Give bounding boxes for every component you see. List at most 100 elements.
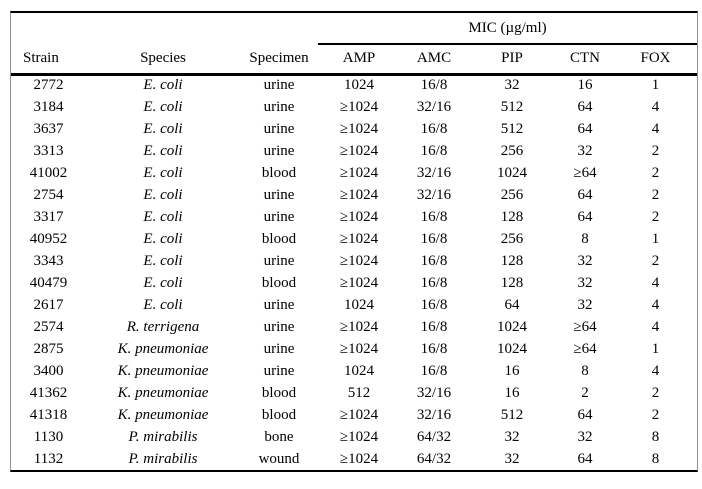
cell-amc: 32/16 [416, 164, 452, 181]
cell-species: E. coli [143, 252, 183, 269]
cell-ctn: 16 [577, 77, 593, 94]
cell-amc: 16/8 [420, 142, 448, 159]
table-body: 2772 E. coli urine 1024 16/8 32 16 1 3184 E. coli… [11, 74, 697, 470]
table-row: 3317 E. coli urine ≥1024 16/8 128 64 2 [11, 206, 697, 228]
cell-species: K. pneumoniae [117, 384, 209, 401]
cell-amp: ≥1024 [339, 186, 379, 203]
cell-fox: 1 [651, 230, 660, 247]
cell-species: E. coli [143, 142, 183, 159]
cell-fox: 4 [651, 274, 660, 291]
cell-pip: 1024 [497, 164, 527, 181]
cell-amp: ≥1024 [339, 406, 379, 423]
cell-ctn: 8 [581, 362, 589, 379]
cell-fox: 2 [651, 164, 660, 181]
cell-specimen: urine [263, 362, 295, 379]
cell-amp: ≥1024 [339, 252, 379, 269]
cell-pip: 128 [500, 252, 524, 269]
cell-amc: 16/8 [420, 340, 448, 357]
cell-specimen: blood [261, 274, 297, 291]
table-row: 41002 E. coli blood ≥1024 32/16 1024 ≥64 2 [11, 162, 697, 184]
cell-strain: 3184 [33, 98, 64, 115]
cell-species: E. coli [143, 98, 183, 115]
cell-strain: 3637 [33, 120, 64, 137]
table-row: 3400 K. pneumoniae urine 1024 16/8 16 8 4 [11, 360, 697, 382]
cell-specimen: urine [263, 318, 295, 335]
cell-strain: 1132 [33, 450, 64, 467]
cell-strain: 2875 [33, 340, 64, 357]
cell-amc: 16/8 [420, 208, 448, 225]
cell-ctn: ≥64 [573, 340, 597, 357]
cell-pip: 32 [504, 428, 520, 445]
cell-amc: 16/8 [420, 120, 448, 137]
cell-fox: 4 [651, 362, 660, 379]
cell-strain: 2617 [33, 296, 64, 313]
table-row: 3184 E. coli urine ≥1024 32/16 512 64 4 [11, 96, 697, 118]
cell-fox: 2 [651, 208, 660, 225]
table-row: 40479 E. coli blood ≥1024 16/8 128 32 4 [11, 272, 697, 294]
cell-pip: 128 [500, 208, 524, 225]
cell-ctn: 8 [581, 230, 589, 247]
cell-pip: 1024 [497, 340, 527, 357]
cell-pip: 512 [500, 98, 524, 115]
cell-strain: 1130 [33, 428, 64, 445]
cell-fox: 4 [651, 296, 660, 313]
cell-amc: 16/8 [420, 230, 448, 247]
cell-pip: 256 [500, 142, 524, 159]
cell-specimen: urine [263, 296, 295, 313]
cell-fox: 4 [651, 98, 660, 115]
cell-amc: 64/32 [416, 428, 452, 445]
cell-species: P. mirabilis [128, 450, 198, 467]
cell-ctn: 64 [577, 98, 593, 115]
col-header-pip: PIP [468, 44, 556, 76]
cell-strain: 2772 [33, 77, 64, 94]
cell-pip: 256 [500, 186, 524, 203]
cell-specimen: urine [263, 186, 295, 203]
cell-species: K. pneumoniae [117, 406, 209, 423]
cell-fox: 8 [651, 450, 660, 467]
cell-strain: 2754 [33, 186, 64, 203]
cell-ctn: 32 [577, 142, 593, 159]
cell-fox: 2 [651, 384, 660, 401]
col-header-ctn: CTN [556, 44, 614, 76]
cell-fox: 2 [651, 406, 660, 423]
table-row: 3637 E. coli urine ≥1024 16/8 512 64 4 [11, 118, 697, 140]
cell-species: R. terrigena [126, 318, 200, 335]
cell-amp: 1024 [344, 296, 374, 313]
cell-strain: 40952 [29, 230, 68, 247]
cell-amc: 16/8 [420, 362, 448, 379]
cell-ctn: 64 [577, 120, 593, 137]
cell-specimen: urine [263, 208, 295, 225]
cell-amp: ≥1024 [339, 164, 379, 181]
cell-amc: 16/8 [420, 252, 448, 269]
data-table: MIC (µg/ml) Strain Species Specimen AMP AMC P… [11, 13, 698, 470]
cell-pip: 512 [500, 406, 524, 423]
cell-species: K. pneumoniae [117, 362, 209, 379]
cell-amc: 64/32 [416, 450, 452, 467]
group-header-mic: MIC (µg/ml) [318, 13, 698, 45]
cell-pip: 32 [504, 450, 520, 467]
cell-amc: 32/16 [416, 186, 452, 203]
cell-ctn: 2 [581, 384, 589, 401]
col-header-strain: Strain [11, 44, 86, 76]
cell-fox: 2 [651, 252, 660, 269]
cell-amp: ≥1024 [339, 450, 379, 467]
cell-amp: ≥1024 [339, 428, 379, 445]
cell-species: E. coli [143, 230, 183, 247]
cell-amc: 16/8 [420, 274, 448, 291]
cell-ctn: ≥64 [573, 164, 597, 181]
cell-species: E. coli [143, 77, 183, 94]
cell-amc: 32/16 [416, 98, 452, 115]
cell-specimen: blood [261, 164, 297, 181]
table-row: 1130 P. mirabilis bone ≥1024 64/32 32 32 8 [11, 426, 697, 448]
cell-specimen: blood [261, 230, 297, 247]
cell-species: E. coli [143, 120, 183, 137]
cell-ctn: 32 [577, 428, 593, 445]
cell-strain: 41318 [29, 406, 68, 423]
cell-pip: 32 [504, 77, 520, 94]
cell-species: E. coli [143, 274, 183, 291]
col-header-species: Species [86, 44, 240, 76]
cell-ctn: 32 [577, 296, 593, 313]
cell-strain: 3400 [33, 362, 64, 379]
cell-amp: ≥1024 [339, 142, 379, 159]
